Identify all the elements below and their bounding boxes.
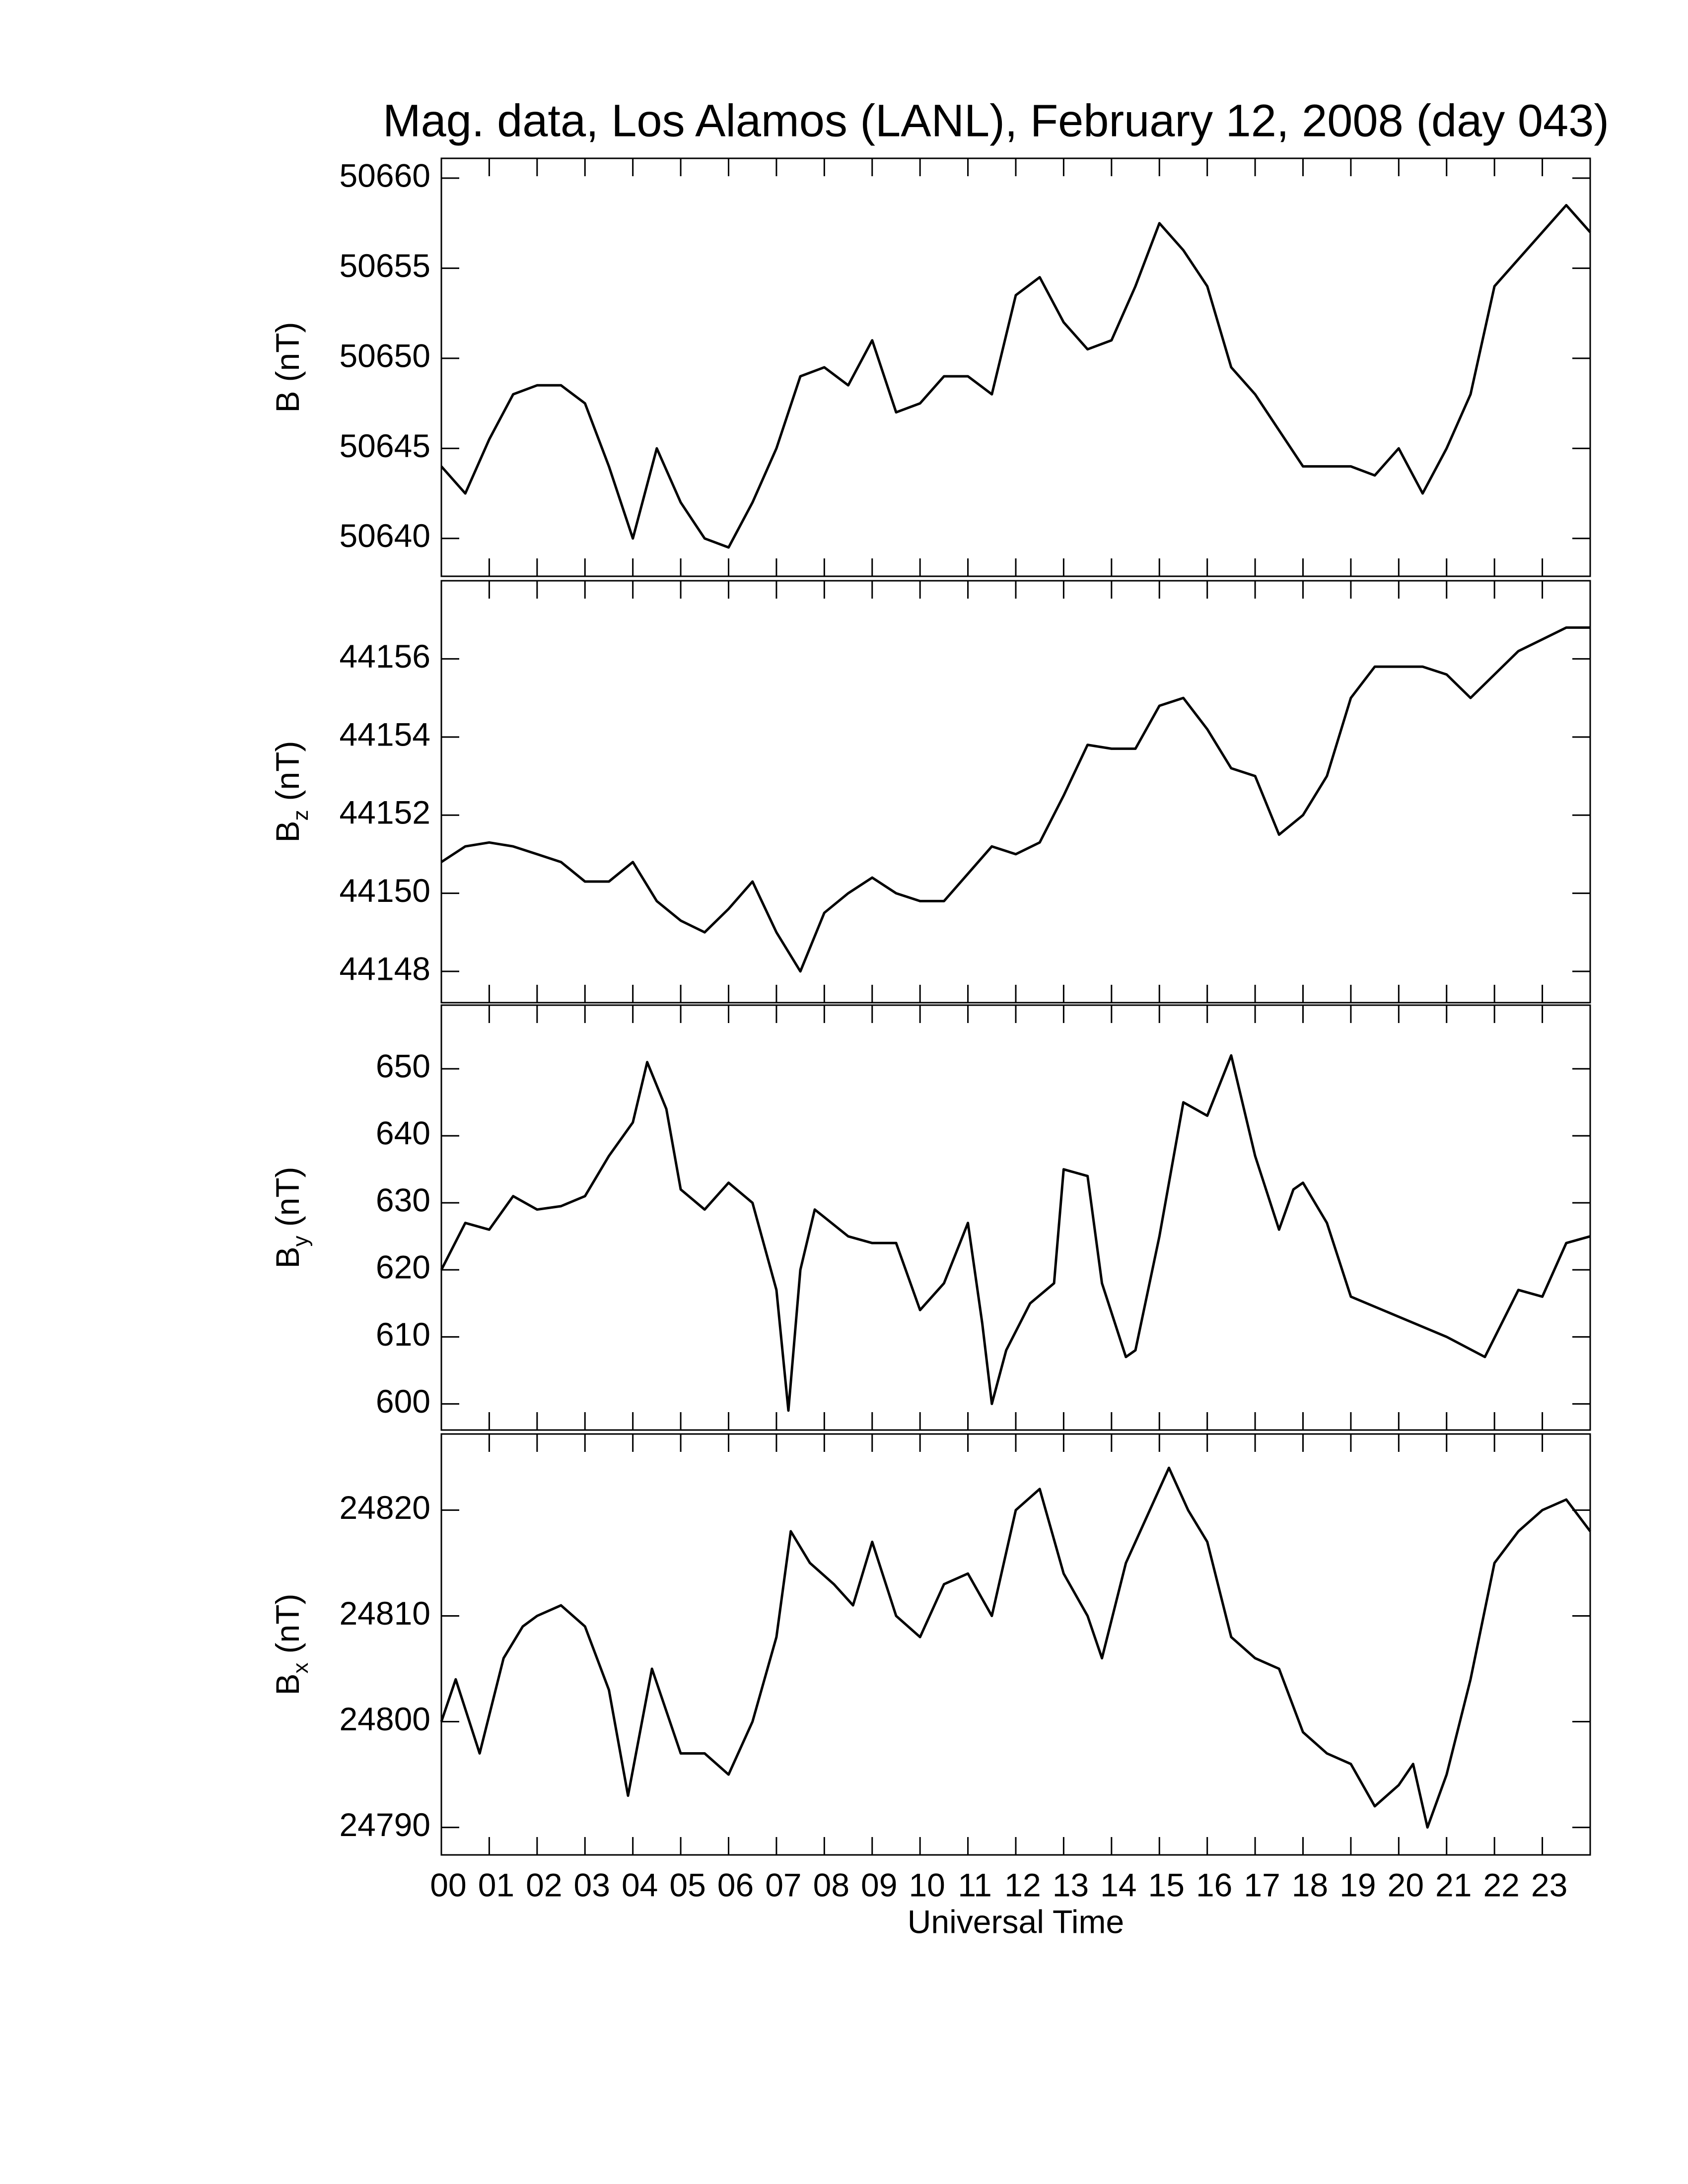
x-tick-label: 01 [478, 1866, 514, 1903]
x-tick-label: 23 [1531, 1866, 1567, 1903]
x-tick-label: 14 [1100, 1866, 1136, 1903]
data-line [440, 204, 1591, 549]
y-axis-label-unit: (nT) [269, 1593, 306, 1653]
y-axis-label: Bz (nT) [269, 741, 313, 842]
x-tick-label: 04 [622, 1866, 658, 1903]
y-tick-label: 620 [376, 1249, 430, 1286]
y-tick-label: 24820 [339, 1489, 430, 1526]
x-tick-label: 13 [1053, 1866, 1089, 1903]
chart-title: Mag. data, Los Alamos (LANL), February 1… [383, 95, 1609, 146]
y-tick-label: 24810 [339, 1595, 430, 1632]
y-axis-label-main: B [269, 820, 306, 842]
y-tick-label: 650 [376, 1048, 430, 1085]
x-tick-label: 08 [813, 1866, 849, 1903]
y-tick-label: 50640 [339, 517, 430, 554]
y-axis-label-sub: x [288, 1662, 313, 1673]
x-tick-label: 12 [1004, 1866, 1041, 1903]
data-line [440, 1466, 1591, 1829]
x-tick-label: 19 [1339, 1866, 1376, 1903]
x-tick-label: 10 [909, 1866, 945, 1903]
y-axis-label: B (nT) [269, 322, 306, 412]
x-tick-label: 05 [669, 1866, 705, 1903]
y-tick-label: 610 [376, 1316, 430, 1353]
y-tick-label: 44154 [339, 716, 430, 752]
y-tick-label: 44148 [339, 950, 430, 987]
x-tick-label: 20 [1388, 1866, 1424, 1903]
x-tick-label: 00 [430, 1866, 466, 1903]
data-line [440, 1054, 1591, 1412]
x-tick-label: 15 [1148, 1866, 1185, 1903]
y-tick-label: 50660 [339, 157, 430, 194]
x-tick-label: 17 [1244, 1866, 1280, 1903]
y-axis-label-sub: y [288, 1235, 313, 1246]
y-axis-label-main: B [269, 1673, 306, 1695]
y-axis-label: By (nT) [269, 1166, 313, 1268]
x-tick-label: 03 [574, 1866, 610, 1903]
x-tick-label: 06 [717, 1866, 754, 1903]
y-axis-label-main: B [269, 391, 306, 412]
y-axis-label-unit: (nT) [269, 1166, 306, 1227]
x-tick-label: 02 [526, 1866, 562, 1903]
y-tick-label: 50645 [339, 427, 430, 464]
y-axis-label-main: B [269, 1246, 306, 1268]
y-tick-label: 600 [376, 1383, 430, 1420]
y-tick-label: 630 [376, 1182, 430, 1219]
x-tick-label: 18 [1292, 1866, 1328, 1903]
x-tick-label: 22 [1483, 1866, 1519, 1903]
data-line [440, 626, 1590, 973]
y-tick-label: 44156 [339, 638, 430, 675]
y-tick-label: 44152 [339, 794, 430, 831]
y-axis-label: Bx (nT) [269, 1593, 313, 1695]
x-tick-label: 11 [958, 1866, 992, 1903]
y-axis-label-unit: (nT) [269, 741, 306, 801]
x-tick-label: 07 [765, 1866, 801, 1903]
y-tick-label: 24800 [339, 1701, 430, 1737]
y-axis-label-unit: (nT) [269, 322, 306, 382]
y-tick-label: 50650 [339, 337, 430, 374]
y-tick-label: 50655 [339, 247, 430, 284]
x-tick-label: 16 [1196, 1866, 1232, 1903]
x-axis-label: Universal Time [908, 1903, 1124, 1940]
y-tick-label: 24790 [339, 1806, 430, 1843]
y-tick-label: 640 [376, 1115, 430, 1152]
x-tick-label: 21 [1435, 1866, 1472, 1903]
x-tick-label: 09 [861, 1866, 897, 1903]
y-tick-label: 44150 [339, 872, 430, 909]
y-axis-label-sub: z [288, 810, 313, 820]
